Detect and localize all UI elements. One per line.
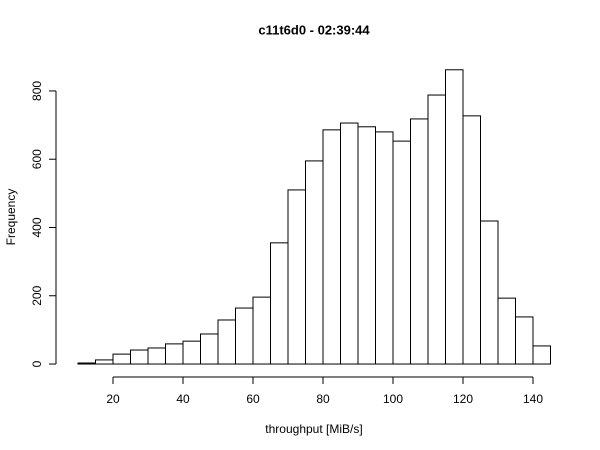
x-tick-label: 20: [106, 392, 120, 406]
y-tick-label: 400: [30, 217, 44, 237]
bar: [340, 122, 359, 365]
bar: [375, 131, 394, 365]
bar: [112, 353, 131, 365]
bar: [182, 340, 201, 365]
bar: [480, 220, 499, 365]
y-tick-label: 200: [30, 285, 44, 305]
bar: [252, 296, 271, 365]
bar: [130, 349, 149, 365]
x-tick-label: 120: [453, 392, 473, 406]
x-tick-label: 80: [316, 392, 330, 406]
x-tick-label: 140: [523, 392, 543, 406]
bar: [147, 347, 166, 365]
bar: [515, 316, 534, 365]
bar: [165, 343, 184, 365]
y-tick-label: 800: [30, 81, 44, 101]
bar: [532, 345, 551, 365]
bar: [305, 160, 324, 365]
bar: [77, 362, 96, 365]
y-axis-label: Frequency: [4, 189, 18, 246]
bar: [462, 115, 481, 365]
x-tick-label: 100: [383, 392, 403, 406]
bar: [322, 129, 341, 365]
bar: [427, 94, 446, 365]
bar: [217, 319, 236, 365]
x-tick-label: 40: [176, 392, 190, 406]
x-tick-label: 60: [246, 392, 260, 406]
bar: [287, 189, 306, 365]
bar: [392, 140, 411, 365]
y-tick-label: 600: [30, 149, 44, 169]
bar: [200, 333, 219, 365]
bar: [357, 126, 376, 365]
bar: [497, 297, 516, 365]
chart-title: c11t6d0 - 02:39:44: [258, 22, 370, 37]
bar: [410, 118, 429, 365]
y-tick-label: 0: [30, 360, 44, 367]
bar: [235, 307, 254, 365]
x-axis-label: throughput [MiB/s]: [265, 422, 362, 436]
bar: [95, 359, 114, 365]
bar: [445, 69, 464, 365]
bar: [270, 242, 289, 365]
